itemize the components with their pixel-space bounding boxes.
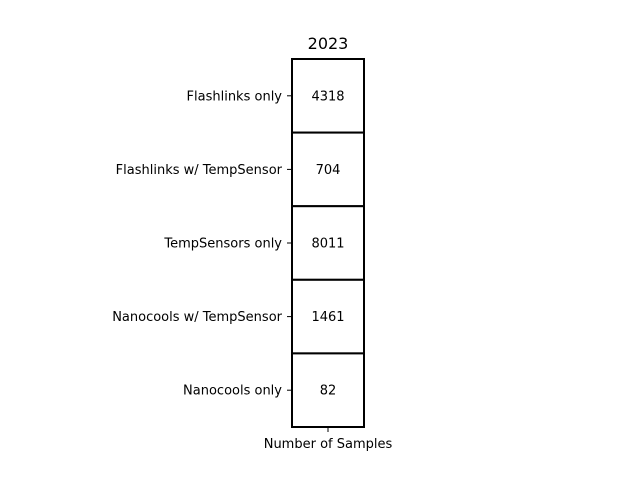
y-tick-labels: Flashlinks only Flashlinks w/ TempSensor T… [112, 89, 292, 399]
heatmap-cell [291, 131, 365, 208]
y-tick-label: Flashlinks only [187, 89, 283, 104]
cell-value-label: 4318 [311, 89, 344, 104]
cell-value-label: 1461 [311, 310, 344, 325]
chart-title: 2023 [308, 34, 349, 53]
x-axis-label: Number of Samples [264, 437, 393, 452]
heatmap-cells: 4318 704 8011 1461 82 [291, 58, 365, 428]
y-tick-label: Flashlinks w/ TempSensor [116, 163, 283, 178]
y-tick-label: Nanocools only [183, 384, 282, 399]
y-tick-label: TempSensors only [163, 237, 282, 252]
cell-value-label: 8011 [311, 237, 344, 252]
y-tick-label: Nanocools w/ TempSensor [112, 310, 282, 325]
cell-value-label: 704 [316, 163, 341, 178]
cell-value-label: 82 [320, 384, 337, 399]
